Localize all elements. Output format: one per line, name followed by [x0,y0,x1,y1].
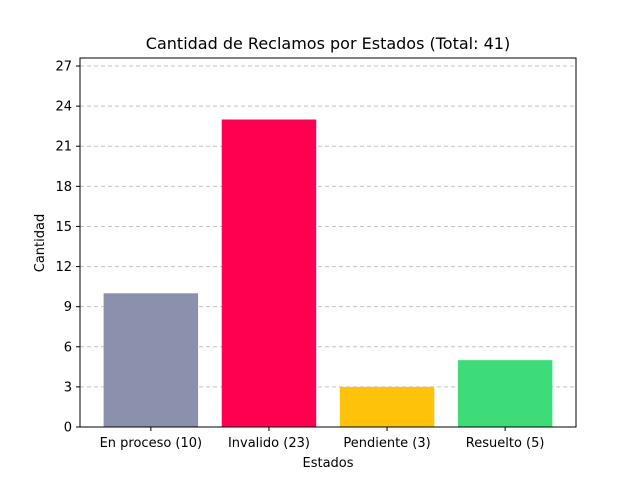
chart-title: Cantidad de Reclamos por Estados (Total:… [146,34,510,53]
y-tick-label: 6 [64,340,72,355]
x-tick-label: Pendiente (3) [343,436,430,451]
bar [339,386,435,427]
y-axis-ticks: 0 3 6 9 12 15 18 21 24 27 [55,60,80,436]
x-tick-label: Resuelto (5) [466,436,545,451]
y-tick-label: 24 [55,100,72,115]
bars [103,119,553,427]
bar [221,119,317,427]
y-tick-label: 21 [55,140,72,155]
y-tick-label: 15 [55,220,72,235]
bar [457,360,553,427]
y-tick-label: 27 [55,60,72,75]
x-tick-label: En proceso (10) [100,436,203,451]
x-tick-label: Invalido (23) [228,436,310,451]
y-tick-label: 18 [55,180,72,195]
y-tick-label: 0 [64,421,72,436]
y-tick-label: 9 [64,300,72,315]
bar [103,293,199,427]
y-tick-label: 3 [64,380,72,395]
grid-lines [80,65,576,388]
plot-frame [79,57,577,428]
y-tick-label: 12 [55,260,72,275]
y-axis-label: Cantidad [33,214,48,272]
x-axis-ticks: En proceso (10) Invalido (23) Pendiente (3… [100,427,545,451]
x-axis-label: Estados [302,456,353,471]
